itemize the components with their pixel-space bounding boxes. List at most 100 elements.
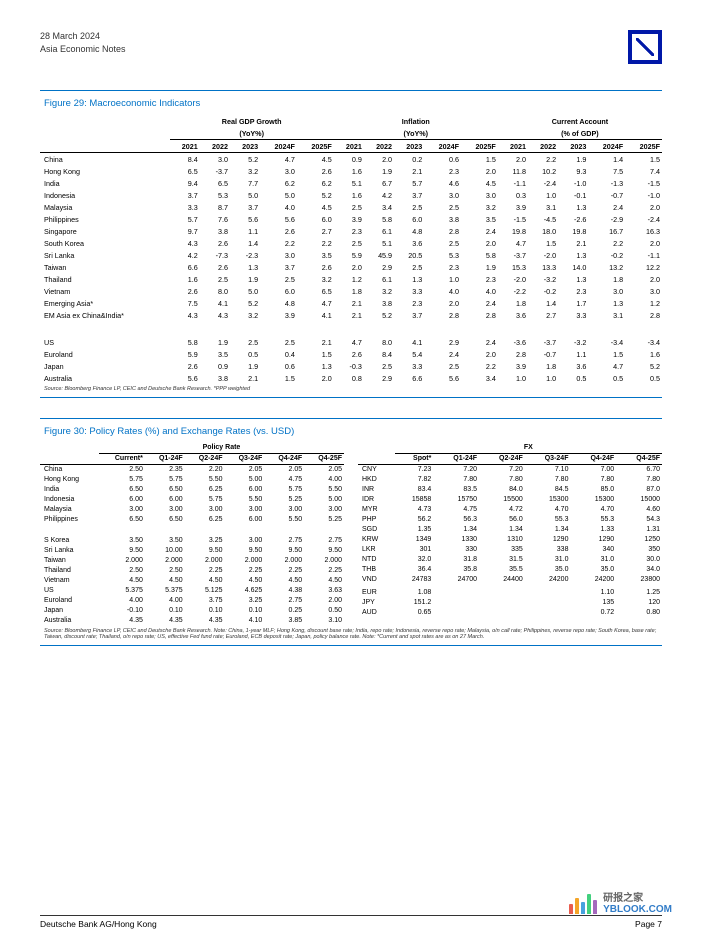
table-cell: 2.00 — [304, 596, 344, 606]
table-cell: 7.23 — [395, 464, 434, 475]
table-cell: 1.9 — [461, 261, 498, 273]
table-cell: 1330 — [433, 535, 479, 545]
table-cell: 3.2 — [297, 273, 334, 285]
table-cell: 14.0 — [558, 261, 588, 273]
table-row-label: Euroland — [40, 596, 99, 606]
table-cell — [525, 608, 571, 618]
table-cell: 2.4 — [461, 336, 498, 348]
table-cell: 4.50 — [304, 576, 344, 586]
table-cell: 31.5 — [479, 555, 525, 565]
table-cell: 2.1 — [297, 336, 334, 348]
table-cell: 6.25 — [185, 515, 225, 525]
table-cell: 2.000 — [304, 556, 344, 566]
table-cell: 2.2 — [588, 237, 625, 249]
table-row-label: Taiwan — [40, 261, 170, 273]
table-cell: 5.00 — [304, 495, 344, 505]
table-cell: 9.50 — [225, 546, 265, 556]
table-cell: 4.75 — [433, 505, 479, 515]
table-cell: 7.00 — [570, 464, 616, 475]
table-cell: -3.2 — [528, 273, 558, 285]
table-cell: 56.3 — [433, 515, 479, 525]
table-cell: 0.2 — [394, 153, 424, 166]
table-cell: -2.0 — [498, 273, 528, 285]
table-cell: 5.50 — [225, 495, 265, 505]
table-row-label: Indonesia — [40, 495, 99, 505]
table-cell: 2.8 — [625, 309, 662, 321]
table-cell: 1.5 — [297, 348, 334, 360]
table-cell: 3.10 — [304, 616, 344, 626]
header-text: 28 March 2024 Asia Economic Notes — [40, 30, 126, 55]
table-cell: 24200 — [525, 575, 571, 585]
table-cell: 4.7 — [297, 297, 334, 309]
table-cell: 6.1 — [364, 273, 394, 285]
table-cell: 4.35 — [145, 616, 185, 626]
table-cell: 6.6 — [170, 261, 200, 273]
table-cell: 6.00 — [99, 495, 145, 505]
table-cell: 3.1 — [528, 201, 558, 213]
table-cell: 3.8 — [200, 225, 230, 237]
table-cell: 3.25 — [225, 596, 265, 606]
table-cell: 4.10 — [225, 616, 265, 626]
table-cell: 45.9 — [364, 249, 394, 261]
table-cell: 19.8 — [558, 225, 588, 237]
table-cell: 1.3 — [558, 249, 588, 261]
table-cell: 5.125 — [185, 586, 225, 596]
table-cell: 4.3 — [200, 309, 230, 321]
table-cell: 2.1 — [394, 165, 424, 177]
table-row-label: Japan — [40, 606, 99, 616]
table-cell: 5.75 — [145, 475, 185, 485]
table-cell — [525, 588, 571, 598]
table-cell: 2.5 — [364, 360, 394, 372]
table-cell: 2.0 — [625, 237, 662, 249]
table-cell: 1.25 — [616, 588, 662, 598]
table-cell: 2.20 — [185, 464, 225, 475]
table-row-label: China — [40, 464, 99, 475]
table-cell: 2.1 — [558, 237, 588, 249]
watermark-text: 研报之家 YBLOOK.COM — [603, 889, 672, 915]
table-cell: 2.000 — [225, 556, 265, 566]
table-cell: 4.35 — [185, 616, 225, 626]
table-cell: 6.50 — [99, 515, 145, 525]
table-cell: 1.34 — [479, 525, 525, 535]
table-cell: 4.0 — [424, 285, 461, 297]
table-cell: 3.0 — [260, 165, 297, 177]
table-cell: 1.0 — [424, 273, 461, 285]
table-cell: 0.5 — [558, 372, 588, 384]
table-cell: 24700 — [433, 575, 479, 585]
table-cell: 2.6 — [260, 225, 297, 237]
table-cell: 5.6 — [170, 372, 200, 384]
table-cell: 7.6 — [200, 213, 230, 225]
table-cell: 4.50 — [145, 576, 185, 586]
table-row-label: Vietnam — [40, 576, 99, 586]
table-cell: 4.1 — [200, 297, 230, 309]
table-cell: 4.75 — [264, 475, 304, 485]
table-cell: 2.5 — [424, 360, 461, 372]
table-cell: 4.7 — [588, 360, 625, 372]
table-cell: 5.7 — [394, 177, 424, 189]
table-cell: 2.6 — [200, 261, 230, 273]
table-cell: 5.8 — [170, 336, 200, 348]
table-cell: 24200 — [570, 575, 616, 585]
table-cell: 11.8 — [498, 165, 528, 177]
table-cell: 2.3 — [558, 285, 588, 297]
table-cell: 4.7 — [334, 336, 364, 348]
table-cell: 2.8 — [498, 348, 528, 360]
table-cell: 2.05 — [304, 464, 344, 475]
table-cell: 2.3 — [424, 261, 461, 273]
table-cell: 35.0 — [525, 565, 571, 575]
table-cell: 3.7 — [230, 201, 260, 213]
table-cell: 4.60 — [616, 505, 662, 515]
header-date: 28 March 2024 — [40, 30, 126, 43]
table-cell — [433, 588, 479, 598]
table-cell: 0.6 — [260, 360, 297, 372]
table-cell: 1.0 — [498, 372, 528, 384]
watermark-main: 研报之家 — [603, 889, 672, 904]
table-cell: 4.2 — [170, 249, 200, 261]
table-cell: 2.7 — [297, 225, 334, 237]
table-cell: 1.6 — [334, 189, 364, 201]
table-cell — [479, 608, 525, 618]
table-cell: -1.1 — [625, 249, 662, 261]
table-cell: 2.0 — [498, 153, 528, 166]
table-cell: 20.5 — [394, 249, 424, 261]
table-cell: 2.3 — [394, 297, 424, 309]
